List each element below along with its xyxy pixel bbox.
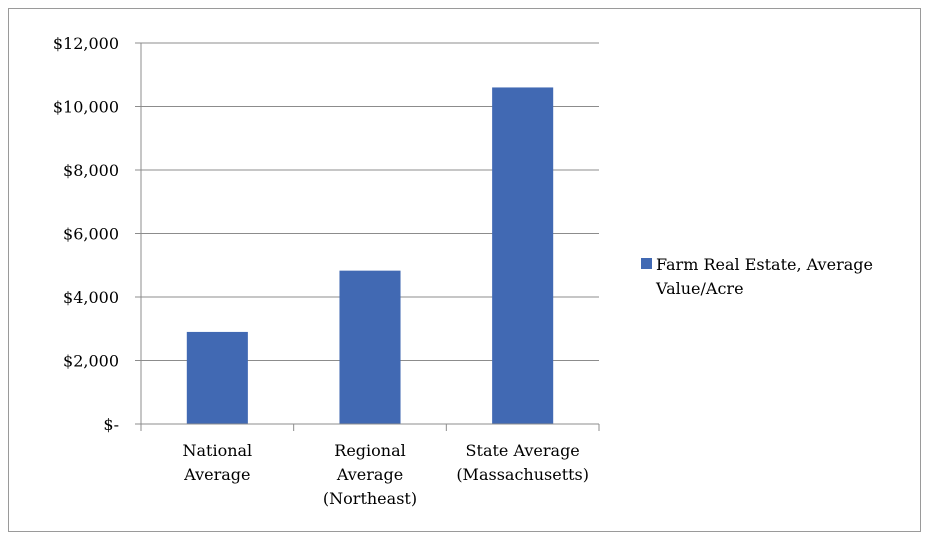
legend: Farm Real Estate, Average Value/Acre [641,255,873,298]
bar [186,331,248,424]
bar [492,87,554,424]
y-tick-label: $12,000 [53,34,119,53]
y-tick-label: $- [103,415,119,434]
legend-swatch [641,258,652,269]
bars [186,87,554,424]
y-tick-label: $8,000 [63,161,119,180]
x-category-label: National Average [182,441,252,484]
bar [339,270,401,424]
y-tick-label: $6,000 [63,225,119,244]
x-category-label: Regional Average (Northeast) [323,441,417,508]
legend-label: Farm Real Estate, Average Value/Acre [655,255,873,298]
axes [135,43,600,431]
bar-chart: $- $2,000 $4,000 $6,000 $8,000 $10,000 $12,000… [53,34,873,508]
y-axis-tick-labels: $- $2,000 $4,000 $6,000 $8,000 $10,000 $12,000 [53,34,119,434]
y-tick-label: $10,000 [53,98,119,117]
y-tick-label: $2,000 [63,352,119,371]
x-category-label: State Average (Massachusetts) [456,441,589,484]
chart-frame: $- $2,000 $4,000 $6,000 $8,000 $10,000 $12,000… [8,8,921,532]
y-tick-label: $4,000 [63,288,119,307]
x-axis-category-labels: National Average Regional Average (Northeast… [182,441,589,508]
